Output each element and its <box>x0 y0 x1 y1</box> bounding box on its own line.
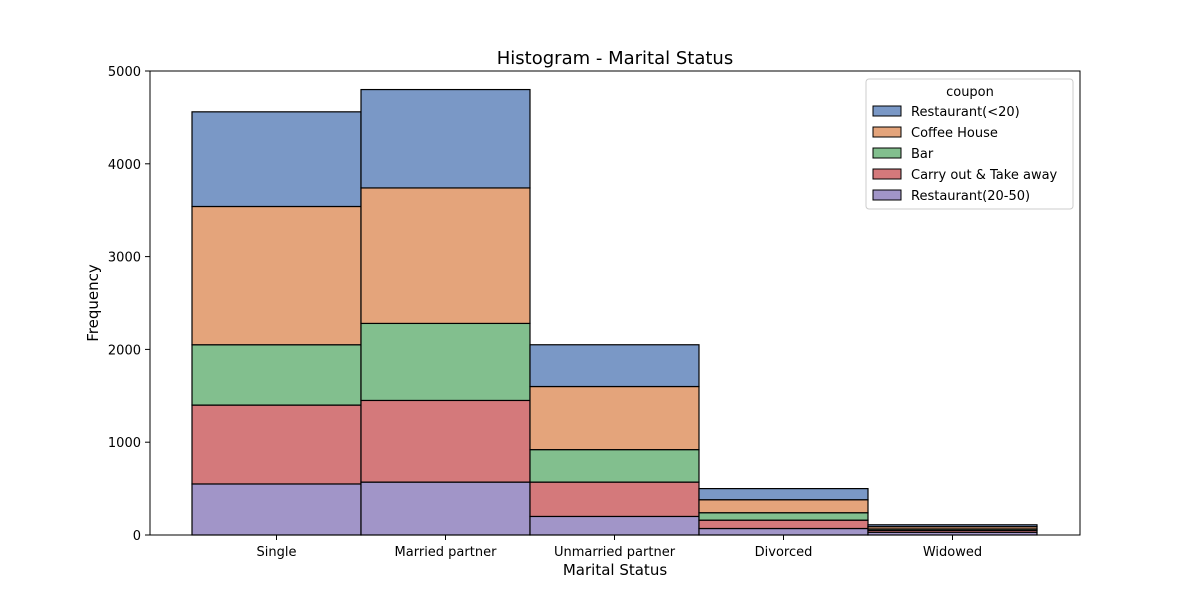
y-tick-label: 5000 <box>108 65 141 80</box>
bar-segment <box>191 344 362 406</box>
legend-title: coupon <box>946 85 994 100</box>
x-tick-label: Divorced <box>755 545 813 560</box>
legend-swatch <box>872 147 902 159</box>
legend-label: Restaurant(<20) <box>911 105 1020 120</box>
legend-label: Bar <box>911 147 934 162</box>
bar-segment <box>529 385 700 451</box>
bar-segment <box>360 322 531 402</box>
y-tick-label: 0 <box>133 529 141 544</box>
bar-segment <box>698 499 869 514</box>
bars-group <box>191 88 1038 536</box>
bar-segment <box>698 519 869 530</box>
bar-segment <box>360 187 531 325</box>
bar-segment <box>191 111 362 208</box>
y-axis-ticks: 0 1000 2000 3000 4000 5000 <box>108 65 150 544</box>
x-tick-label: Unmarried partner <box>554 545 676 560</box>
bar-segment <box>529 481 700 518</box>
bar-segment <box>360 481 531 536</box>
y-tick-label: 4000 <box>108 158 141 173</box>
bar-segment <box>529 515 700 536</box>
legend-swatch <box>872 105 902 117</box>
x-tick-label: Married partner <box>395 545 498 560</box>
bar-segment <box>191 483 362 536</box>
bar-segment <box>529 449 700 483</box>
y-axis-label: Frequency <box>84 264 102 342</box>
y-tick-label: 2000 <box>108 343 141 358</box>
bar-segment <box>698 512 869 521</box>
x-axis-ticks: Single Married partner Unmarried partner Di… <box>257 535 982 560</box>
legend-box <box>865 78 1074 210</box>
bar-segment <box>191 205 362 346</box>
x-axis-label: Marital Status <box>563 561 667 579</box>
legend-label: Restaurant(20-50) <box>911 189 1030 204</box>
legend: coupon Restaurant(<20) Coffee House Bar Car… <box>865 78 1074 210</box>
bar-segment <box>529 344 700 388</box>
x-tick-label: Single <box>257 545 297 560</box>
bar-segment <box>867 524 1038 528</box>
legend-swatch <box>872 168 902 180</box>
legend-label: Coffee House <box>911 126 998 141</box>
bar-segment <box>698 488 869 501</box>
bar-segment <box>191 404 362 485</box>
y-tick-label: 3000 <box>108 251 141 266</box>
x-tick-label: Widowed <box>923 545 982 560</box>
legend-swatch <box>872 189 902 201</box>
bar-segment <box>698 527 869 536</box>
chart-title: Histogram - Marital Status <box>497 48 733 69</box>
y-tick-label: 1000 <box>108 436 141 451</box>
legend-items: Restaurant(<20) Coffee House Bar Carry out … <box>872 105 1058 204</box>
bar-segment <box>360 399 531 483</box>
legend-label: Carry out & Take away <box>911 168 1058 183</box>
legend-swatch <box>872 126 902 138</box>
bar-segment <box>360 88 531 189</box>
